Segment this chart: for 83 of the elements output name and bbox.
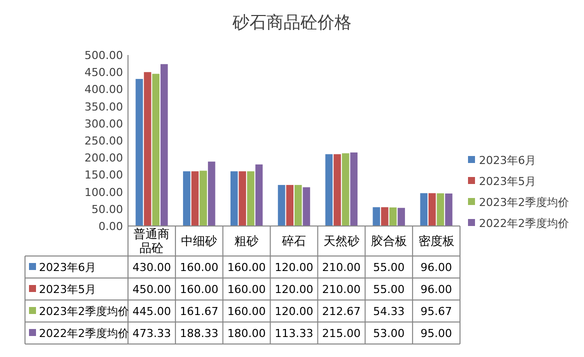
data-label: 120.00 (274, 305, 314, 318)
data-label: 113.33 (274, 327, 314, 340)
bar (278, 184, 286, 226)
data-label: 55.00 (373, 261, 405, 274)
bar (160, 64, 168, 226)
data-label: 161.67 (180, 305, 218, 318)
bar (208, 162, 216, 226)
data-label: 160.00 (180, 283, 218, 296)
data-label: 160.00 (227, 305, 266, 318)
bar (191, 171, 199, 226)
data-label: 95.67 (420, 305, 452, 318)
y-tick-label: 500.00 (84, 49, 123, 62)
data-label: 160.00 (227, 261, 266, 274)
x-tick-label: 碎石 (281, 234, 306, 248)
y-tick-label: 150.00 (84, 168, 123, 182)
bar (420, 193, 428, 226)
bar (342, 153, 350, 226)
legend-label: 2022年2季度均价 (479, 217, 569, 230)
data-label: 188.33 (180, 327, 218, 340)
y-tick-label: 400.00 (84, 83, 123, 96)
text: 2023年2季度均价 (39, 305, 129, 318)
bar (398, 208, 405, 226)
bar (325, 154, 333, 226)
data-label: 54.33 (373, 305, 405, 318)
legend-label: 2023年6月 (479, 154, 536, 167)
data-label: 473.33 (132, 327, 171, 340)
data-label: 210.00 (322, 283, 361, 296)
y-tick-label: 50.00 (92, 202, 123, 216)
data-label: 210.00 (322, 261, 361, 274)
data-label: 445.00 (132, 305, 171, 318)
bar (302, 187, 310, 226)
legend-label: 2023年5月 (479, 175, 536, 188)
bar (428, 193, 436, 226)
bar (200, 170, 207, 226)
data-label: 120.00 (274, 261, 314, 274)
bar (286, 184, 294, 226)
bar (350, 152, 358, 226)
bar (183, 171, 190, 226)
data-label: 95.00 (420, 327, 452, 340)
x-tick-label: 普通商品砼 (134, 227, 170, 255)
data-label: 55.00 (373, 283, 405, 296)
bar (136, 78, 143, 226)
bar (294, 184, 302, 226)
data-label: 120.00 (274, 283, 314, 296)
y-tick-label: 450.00 (84, 66, 123, 80)
bar (372, 207, 380, 226)
bar (230, 171, 238, 226)
text: 2023年5月 (39, 283, 96, 296)
bar (152, 74, 160, 226)
data-label: 450.00 (132, 283, 171, 296)
x-tick-label: 密度板 (418, 234, 454, 248)
x-tick-label: 粗砂 (234, 234, 259, 248)
data-label: 212.67 (322, 305, 361, 318)
bar (255, 164, 263, 226)
y-tick-label: 100.00 (84, 186, 123, 199)
data-label: 53.00 (373, 327, 405, 340)
y-tick-label: 0.00 (98, 220, 123, 233)
bar (334, 154, 341, 226)
text: 2023年6月 (39, 261, 96, 274)
bar (247, 171, 254, 226)
bar (445, 194, 452, 226)
bar (144, 72, 152, 226)
y-tick-label: 300.00 (84, 117, 123, 130)
data-label: 96.00 (420, 261, 452, 274)
x-tick-label: 中细砂 (181, 234, 218, 248)
data-label: 160.00 (180, 261, 218, 274)
data-label: 96.00 (420, 283, 452, 296)
bar (381, 207, 388, 226)
x-tick-label: 胶合板 (370, 234, 407, 248)
chart-title: 砂石商品砼价格 (232, 13, 352, 33)
data-label: 160.00 (227, 283, 266, 296)
data-label: 215.00 (322, 327, 361, 340)
data-label: 430.00 (132, 261, 171, 274)
legend-label: 2023年2季度均价 (479, 196, 569, 209)
y-tick-label: 350.00 (84, 100, 123, 114)
data-label: 180.00 (227, 327, 266, 340)
y-tick-label: 200.00 (84, 152, 123, 165)
text: 2022年2季度均价 (39, 327, 129, 340)
y-tick-label: 250.00 (84, 134, 123, 148)
bar (238, 171, 246, 226)
x-tick-label: 天然砂 (323, 234, 360, 248)
bar (436, 193, 444, 226)
bar (389, 207, 397, 226)
